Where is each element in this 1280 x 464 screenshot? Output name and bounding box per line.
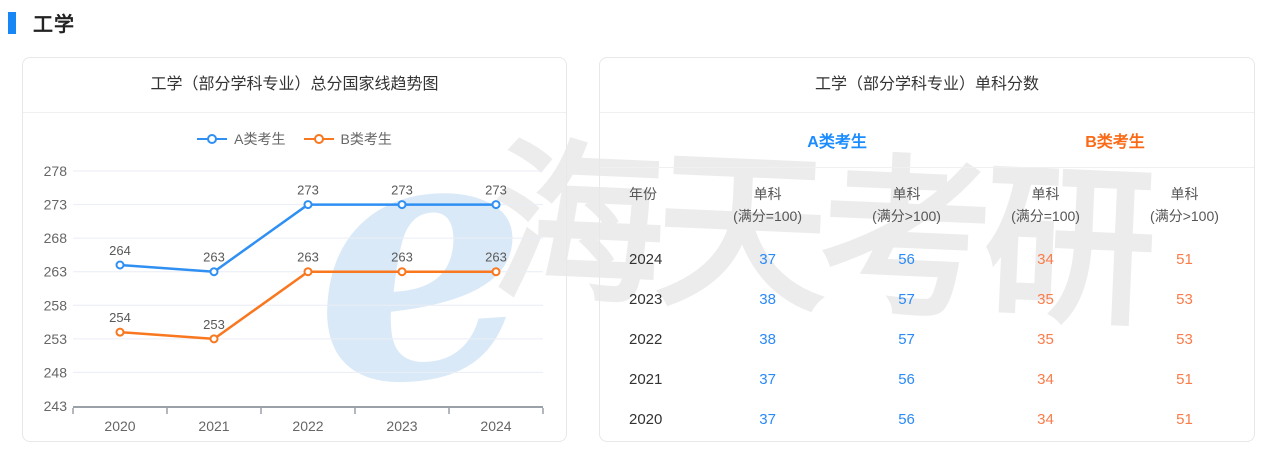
table-row: 2020 37 56 34 51 bbox=[600, 399, 1254, 439]
score-cell: 37 bbox=[759, 250, 776, 268]
score-cell: 51 bbox=[1176, 250, 1193, 268]
legend-label: A类考生 bbox=[234, 131, 286, 147]
score-cell: 56 bbox=[898, 370, 915, 388]
legend-item-a[interactable]: A类考生 bbox=[197, 129, 286, 149]
group-header-a: A类考生 bbox=[807, 134, 867, 151]
group-header-b: B类考生 bbox=[1085, 134, 1145, 151]
svg-text:253: 253 bbox=[44, 331, 68, 347]
score-cell: 38 bbox=[759, 330, 776, 348]
year-cell: 2024 bbox=[629, 250, 663, 268]
column-header-b-full100: 单科 (满分=100) bbox=[1011, 186, 1080, 224]
svg-text:273: 273 bbox=[297, 183, 319, 198]
year-cell: 2022 bbox=[629, 330, 663, 348]
score-cell: 57 bbox=[898, 330, 915, 348]
trend-chart-card: 工学（部分学科专业）总分国家线趋势图 A类考生 B类考生 243 248 253 258… bbox=[22, 57, 567, 442]
svg-text:243: 243 bbox=[44, 398, 68, 414]
table-row: 2023 38 57 35 53 bbox=[600, 279, 1254, 319]
column-header-row: 年份 单科 (满分=100) 单科 (满分>100) 单科 (满分=100) 单… bbox=[600, 168, 1254, 239]
score-cell: 35 bbox=[1037, 290, 1054, 308]
score-cell: 51 bbox=[1176, 370, 1193, 388]
svg-text:273: 273 bbox=[391, 183, 413, 198]
score-cell: 53 bbox=[1176, 290, 1193, 308]
score-cell: 37 bbox=[759, 370, 776, 388]
svg-text:2020: 2020 bbox=[104, 418, 135, 434]
group-header-row: A类考生 B类考生 bbox=[600, 113, 1254, 168]
column-header-b-over100: 单科 (满分>100) bbox=[1150, 186, 1219, 224]
legend-line-marker-icon bbox=[303, 134, 334, 144]
score-cell: 34 bbox=[1037, 370, 1054, 388]
score-cell: 37 bbox=[759, 410, 776, 428]
svg-text:2022: 2022 bbox=[292, 418, 323, 434]
svg-text:273: 273 bbox=[485, 183, 507, 198]
line-chart[interactable]: 243 248 253 258 263 268 273 278 2020 2021 2022 2023… bbox=[23, 165, 566, 437]
scores-table-card: 工学（部分学科专业）单科分数 A类考生 B类考生 年份 单科 (满分=100) … bbox=[599, 57, 1255, 442]
svg-text:263: 263 bbox=[203, 250, 225, 265]
svg-text:2023: 2023 bbox=[386, 418, 417, 434]
svg-text:258: 258 bbox=[44, 297, 68, 313]
page-title: 工学 bbox=[33, 14, 75, 36]
svg-text:248: 248 bbox=[44, 364, 68, 380]
score-cell: 34 bbox=[1037, 410, 1054, 428]
column-header-year: 年份 bbox=[629, 186, 657, 202]
legend-item-b[interactable]: B类考生 bbox=[303, 129, 392, 149]
legend-label: B类考生 bbox=[340, 131, 392, 147]
table-row: 2024 37 56 34 51 bbox=[600, 239, 1254, 279]
svg-text:264: 264 bbox=[109, 243, 131, 258]
year-cell: 2020 bbox=[629, 410, 663, 428]
svg-text:263: 263 bbox=[297, 250, 319, 265]
svg-text:273: 273 bbox=[44, 197, 68, 213]
column-header-a-over100: 单科 (满分>100) bbox=[872, 186, 941, 224]
svg-text:254: 254 bbox=[109, 310, 131, 325]
chart-title: 工学（部分学科专业）总分国家线趋势图 bbox=[23, 58, 566, 113]
year-cell: 2021 bbox=[629, 370, 663, 388]
year-cell: 2023 bbox=[629, 290, 663, 308]
score-cell: 56 bbox=[898, 250, 915, 268]
svg-text:253: 253 bbox=[203, 317, 225, 332]
legend-line-marker-icon bbox=[197, 134, 228, 144]
svg-text:2021: 2021 bbox=[198, 418, 229, 434]
svg-text:278: 278 bbox=[44, 165, 68, 179]
column-header-a-full100: 单科 (满分=100) bbox=[733, 186, 802, 224]
accent-bar bbox=[8, 11, 16, 34]
svg-text:268: 268 bbox=[44, 230, 68, 246]
table-body: 2024 37 56 34 51 2023 38 57 35 53 2022 38 57 35 53 2021… bbox=[600, 239, 1254, 439]
svg-text:263: 263 bbox=[44, 264, 68, 280]
svg-text:263: 263 bbox=[391, 250, 413, 265]
score-cell: 38 bbox=[759, 290, 776, 308]
chart-legend: A类考生 B类考生 bbox=[23, 113, 566, 165]
score-cell: 51 bbox=[1176, 410, 1193, 428]
section-header: 工学 bbox=[8, 8, 75, 37]
table-row: 2022 38 57 35 53 bbox=[600, 319, 1254, 359]
table-row: 2021 37 56 34 51 bbox=[600, 359, 1254, 399]
score-cell: 34 bbox=[1037, 250, 1054, 268]
table-title: 工学（部分学科专业）单科分数 bbox=[600, 58, 1254, 113]
score-cell: 56 bbox=[898, 410, 915, 428]
svg-text:2024: 2024 bbox=[480, 418, 511, 434]
score-cell: 53 bbox=[1176, 330, 1193, 348]
score-cell: 57 bbox=[898, 290, 915, 308]
score-cell: 35 bbox=[1037, 330, 1054, 348]
svg-text:263: 263 bbox=[485, 250, 507, 265]
